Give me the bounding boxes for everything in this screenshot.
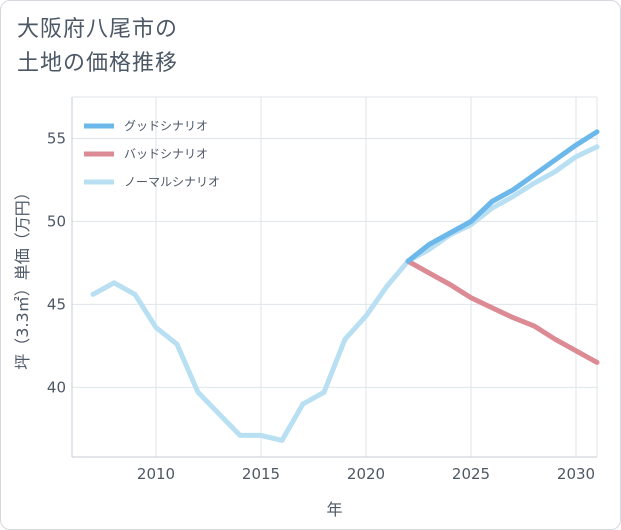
y-tick-label: 55 bbox=[47, 129, 66, 147]
series-line-2 bbox=[405, 258, 600, 365]
x-tick-label: 2025 bbox=[452, 465, 490, 483]
x-tick-label: 2020 bbox=[347, 465, 385, 483]
series-line-1 bbox=[405, 129, 600, 264]
x-tick-label: 2015 bbox=[242, 465, 280, 483]
title-line-1: 大阪府八尾市の bbox=[17, 17, 179, 42]
legend-item[interactable]: バッドシナリオ bbox=[84, 147, 208, 161]
legend-item[interactable]: グッドシナリオ bbox=[84, 119, 208, 133]
series-lines bbox=[90, 129, 600, 443]
grid bbox=[72, 97, 597, 457]
legend-label: グッドシナリオ bbox=[124, 119, 208, 133]
tick-labels: 2010 2015 2020 2025 2030 40 45 50 55 bbox=[47, 129, 595, 483]
y-axis-title: 坪（3.3㎡）単価（万円） bbox=[13, 184, 32, 369]
axes bbox=[71, 96, 598, 458]
title-line-2: 土地の価格推移 bbox=[17, 51, 179, 76]
x-tick-label: 2010 bbox=[137, 465, 175, 483]
x-axis-title: 年 bbox=[326, 500, 342, 519]
y-tick-label: 50 bbox=[47, 212, 66, 230]
legend-label: バッドシナリオ bbox=[124, 147, 208, 161]
page-title: 大阪府八尾市の 土地の価格推移 bbox=[17, 13, 178, 81]
series-line-3 bbox=[90, 144, 600, 443]
y-tick-label: 40 bbox=[47, 378, 66, 396]
y-tick-label: 45 bbox=[47, 295, 66, 313]
legend-label: ノーマルシナリオ bbox=[124, 175, 220, 189]
legend-item[interactable]: ノーマルシナリオ bbox=[84, 175, 220, 189]
x-tick-label: 2030 bbox=[557, 465, 595, 483]
